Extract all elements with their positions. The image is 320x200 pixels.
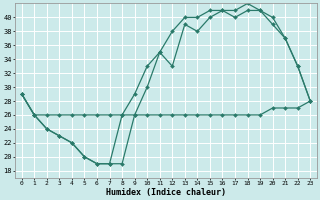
X-axis label: Humidex (Indice chaleur): Humidex (Indice chaleur) — [106, 188, 226, 197]
